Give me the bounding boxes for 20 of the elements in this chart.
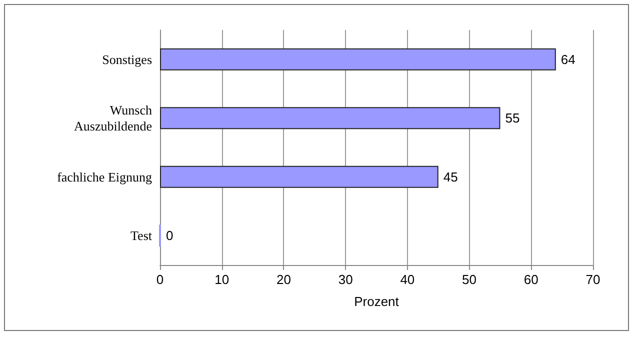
data-label: 64 (560, 52, 576, 67)
bar (160, 107, 500, 130)
x-axis-title: Prozent (354, 294, 400, 309)
data-label: 55 (505, 110, 520, 126)
x-tick-label: 40 (400, 272, 415, 287)
x-tick-label: 70 (586, 272, 600, 287)
y-tick-label: Test (130, 228, 152, 244)
y-tick-label: Wunsch Auszubildende (74, 102, 152, 134)
bar (160, 48, 556, 70)
bar (160, 166, 438, 188)
data-label: 0 (166, 228, 174, 244)
data-label: 45 (443, 169, 458, 184)
y-tick-label: fachliche Eignung (57, 169, 152, 184)
x-tick-label: 10 (214, 272, 230, 287)
x-tick-label: 0 (156, 272, 164, 287)
x-tick-label: 20 (276, 272, 291, 287)
x-tick-label: 60 (524, 272, 538, 287)
y-tick-label: Sonstiges (102, 52, 152, 67)
x-tick-label: 50 (462, 272, 477, 287)
x-tick-label: 30 (338, 272, 353, 287)
